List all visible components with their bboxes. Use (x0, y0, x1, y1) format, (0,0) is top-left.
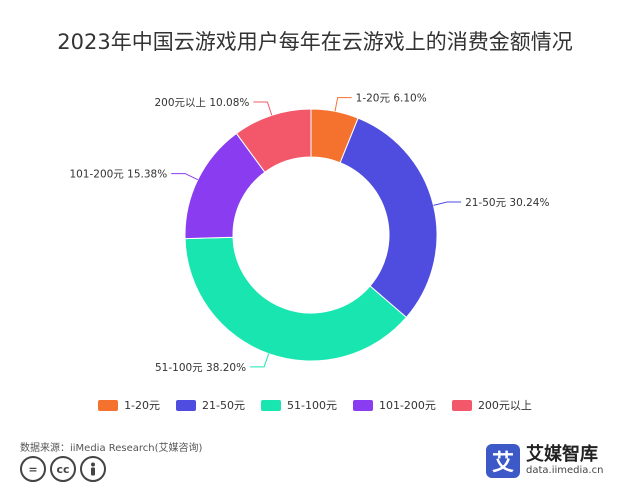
leader-line (253, 101, 273, 116)
chart-title: 2023年中国云游戏用户每年在云游戏上的消费金额情况 (57, 30, 573, 54)
leader-line (250, 353, 270, 368)
legend: 1-20元 21-50元 51-100元 101-200元 200元以上 (0, 397, 630, 413)
leader-line (171, 173, 198, 181)
donut-chart: 1-20元 6.10% 21-50元 30.24% 51-100元 38.20% 10… (69, 93, 549, 374)
legend-swatch (261, 399, 281, 411)
donut-slice (339, 117, 438, 319)
brand-name: 艾媒智库 (526, 444, 598, 465)
legend-label: 21-50元 (202, 399, 245, 412)
leader-line (433, 201, 462, 206)
legend-label: 200元以上 (477, 399, 532, 412)
legend-label: 1-20元 (124, 399, 161, 412)
slice-label: 1-20元 6.10% (356, 93, 427, 105)
brand-logo: 艾 (486, 444, 520, 478)
legend-swatch (176, 399, 197, 411)
slice-label: 101-200元 15.38% (69, 169, 167, 181)
legend-label: 51-100元 (287, 399, 337, 412)
legend-item: 101-200元 (352, 397, 436, 413)
cc-icon: cc (50, 456, 76, 482)
legend-label: 101-200元 (378, 399, 436, 412)
brand: 艾 艾媒智库 data.iimedia.cn (486, 444, 603, 478)
legend-item: 21-50元 (176, 397, 245, 413)
slice-label: 51-100元 38.20% (155, 362, 246, 374)
legend-item: 1-20元 (98, 397, 160, 413)
slice-label: 21-50元 30.24% (465, 197, 549, 209)
license-icons: = cc (20, 456, 106, 482)
person-icon (80, 456, 106, 482)
legend-item: 51-100元 (261, 397, 337, 413)
slice-label: 200元以上 10.08% (154, 97, 249, 109)
legend-swatch (352, 399, 373, 411)
donut-slice (235, 108, 312, 173)
brand-url: data.iimedia.cn (526, 465, 604, 476)
donut-slice (184, 236, 408, 362)
equals-icon: = (20, 456, 46, 482)
legend-item: 200元以上 (451, 397, 532, 413)
leader-line (334, 97, 352, 112)
source-note: 数据来源：iiMedia Research(艾媒咨询) (20, 443, 203, 454)
legend-swatch (451, 399, 472, 411)
legend-swatch (98, 399, 119, 411)
